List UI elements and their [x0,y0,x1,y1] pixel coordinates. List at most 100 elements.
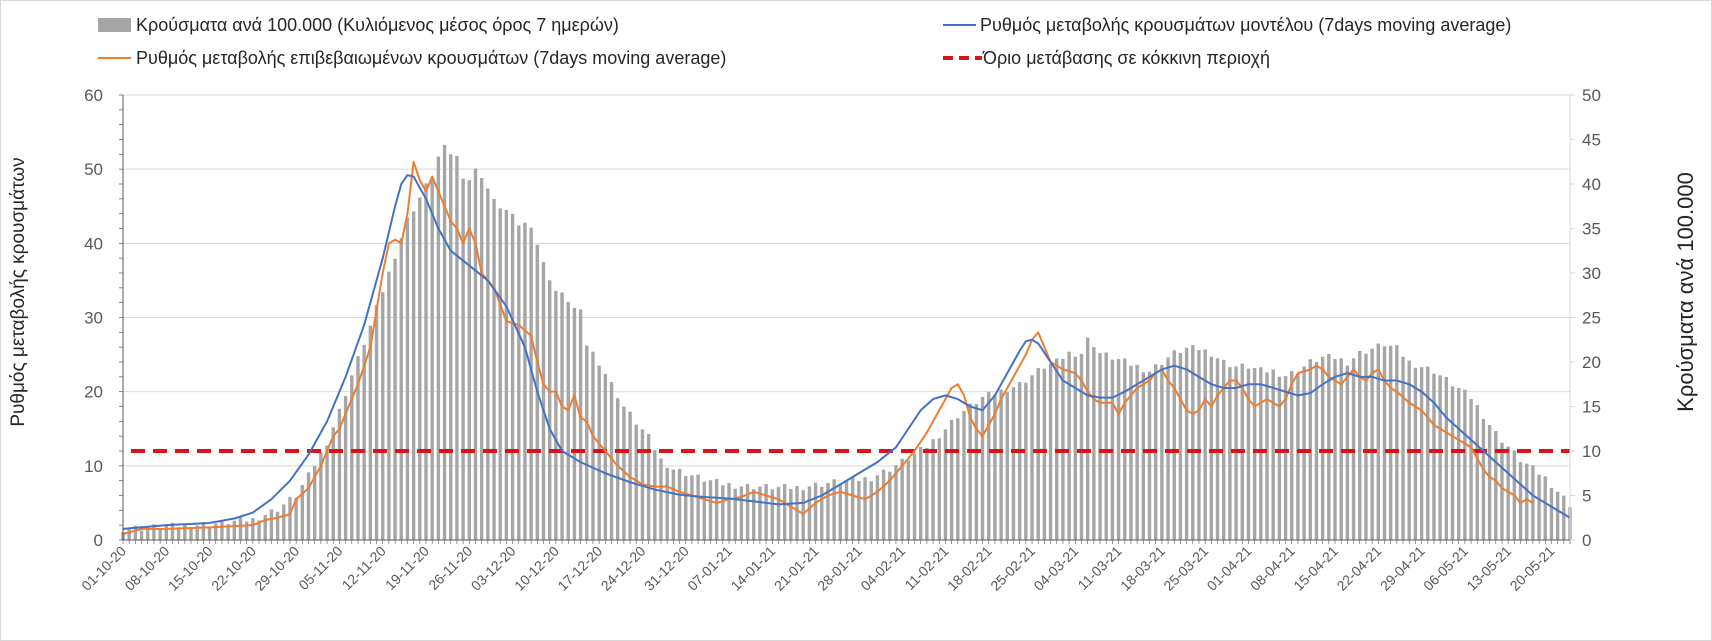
case-bar [1555,491,1560,540]
legend-entry-model-line: Ρυθμός μεταβολής κρουσμάτων μοντέλου (7d… [943,15,1511,35]
case-bar [300,485,305,540]
y-left-tick-label: 20 [84,383,103,402]
case-bar [1104,352,1108,540]
case-bar [863,477,867,540]
y-right-tick-label: 0 [1582,531,1591,550]
x-tick-label: 13-05-21 [1463,543,1514,594]
case-bar [671,469,676,540]
case-bar [1426,366,1430,540]
case-bar [560,292,564,540]
case-bar [603,373,608,540]
x-tick-label: 29-04-21 [1377,543,1428,594]
case-bar [1302,366,1306,540]
case-bar [1252,367,1257,540]
legend-entry-confirmed-line: Ρυθμός μεταβολής επιβεβαιωμένων κρουσμάτ… [98,48,726,68]
case-bar [523,222,527,540]
x-tick-label: 25-02-21 [987,543,1038,594]
x-tick-label: 22-10-20 [208,543,259,594]
case-bar [1222,359,1226,540]
case-bar [1042,368,1047,540]
x-tick-label: 24-12-20 [598,543,649,594]
case-bar [430,177,434,541]
x-tick-label: 18-02-21 [944,543,995,594]
case-bar [1463,389,1467,540]
legend-swatch-bars [98,18,131,32]
case-bar [1283,376,1288,540]
case-bar [529,227,533,541]
y-left-tick-label: 60 [84,86,103,105]
case-bar [1456,387,1461,540]
case-bar [906,460,911,540]
x-tick-label: 11-02-21 [901,543,951,593]
case-bar [1364,353,1368,540]
case-bar [659,458,663,540]
case-bar [1525,463,1529,540]
legend-label-confirmed-line: Ρυθμός μεταβολής επιβεβαιωμένων κρουσμάτ… [136,48,726,68]
confirmed-rate-line [122,160,1534,536]
y-right-tick-label: 20 [1582,353,1601,372]
case-bar [1432,373,1436,540]
y-right-tick-label: 10 [1582,442,1601,461]
case-bar [696,474,700,540]
y-right-tick-label: 30 [1582,264,1601,283]
case-bar [727,483,731,540]
x-axis-ticks: 01-10-2008-10-2015-10-2022-10-2029-10-20… [78,543,1558,594]
x-tick-label: 07-01-21 [684,543,735,594]
case-bar [1358,350,1362,540]
case-bar [733,488,737,540]
case-bar [455,155,459,540]
case-bar [739,486,744,540]
x-tick-label: 19-11-20 [382,543,432,593]
case-bar [449,154,453,540]
case-bar [1370,348,1374,540]
case-bar [201,522,206,540]
case-bar [1073,356,1077,540]
case-bar [517,225,521,540]
case-bar [1444,376,1449,540]
case-bar [912,453,917,540]
case-bar [139,530,144,540]
x-tick-label: 01-10-20 [78,543,129,594]
case-bar [789,488,793,540]
case-bar [1333,358,1337,540]
model-rate-line [122,174,1571,530]
y-right-tick-label: 5 [1582,487,1591,506]
case-bar [956,418,960,540]
legend-label-threshold: Όριο μετάβασης σε κόκκινη περιοχή [982,48,1270,68]
case-bar [1271,369,1275,540]
case-bar [356,356,360,540]
case-bar [776,486,781,540]
y-right-tick-label: 35 [1582,220,1601,239]
y-right-tick-label: 40 [1582,175,1601,194]
case-bar [393,258,397,540]
x-tick-label: 20-05-21 [1507,543,1558,594]
case-bar [1030,375,1034,540]
case-bar [176,527,181,540]
case-bar [690,475,694,540]
case-bar [752,489,756,540]
case-bar [269,509,274,540]
case-bar [473,168,478,540]
case-bar [1481,418,1486,540]
case-bar [745,483,750,540]
y-left-tick-label: 30 [84,309,103,328]
case-bar [931,439,935,540]
case-bar [1265,372,1269,540]
case-bar [684,476,688,540]
case-bar [1228,367,1232,540]
case-bar [1438,375,1442,540]
case-bar [547,280,552,540]
case-bar [220,519,224,540]
case-bar [387,271,391,540]
case-bar [869,481,873,540]
case-bar [1135,365,1139,540]
case-bar [721,485,725,540]
case-bar [609,382,614,540]
case-bar [1197,350,1201,540]
x-tick-label: 22-04-21 [1333,543,1384,594]
case-bar [566,301,570,540]
case-bar [702,481,706,540]
case-bar [337,408,342,540]
case-bar [343,396,348,540]
